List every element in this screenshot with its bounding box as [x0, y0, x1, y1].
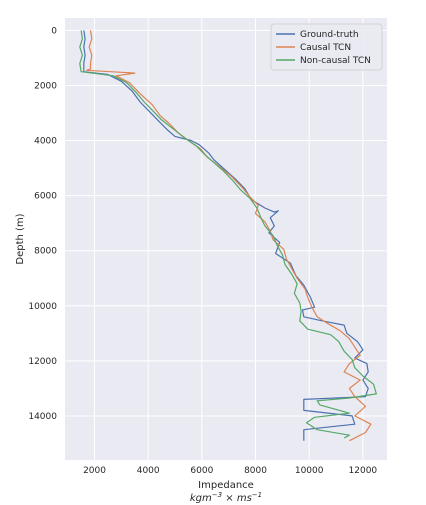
x-axis-units-base: kgm — [190, 493, 212, 504]
y-tick-label: 10000 — [28, 302, 57, 312]
legend-items: Ground-truth Causal TCN Non-causal TCN — [276, 30, 371, 66]
y-tick-label: 2000 — [34, 81, 57, 91]
y-tick-label: 4000 — [34, 137, 57, 147]
y-tick-label: 12000 — [28, 357, 57, 367]
legend-label-0: Ground-truth — [300, 30, 359, 40]
legend-label-1: Causal TCN — [300, 43, 351, 53]
x-axis-units-exp2: −1 — [252, 491, 262, 499]
x-axis-units: kgm−3 × ms−1 — [190, 491, 262, 504]
x-tick-label: 6000 — [190, 466, 213, 476]
x-tick-label: 10000 — [295, 466, 324, 476]
grid-lines — [65, 18, 387, 460]
x-axis-units-mid: × ms — [222, 493, 252, 504]
series-line-1 — [85, 30, 372, 442]
y-tick-label: 8000 — [34, 247, 57, 257]
y-tick-label: 14000 — [28, 412, 57, 422]
x-tick-label: 4000 — [137, 466, 160, 476]
legend: Ground-truth Causal TCN Non-causal TCN — [270, 23, 383, 71]
y-tick-label: 6000 — [34, 192, 57, 202]
x-axis-title: Impedance — [198, 480, 254, 491]
x-tick-label: 12000 — [349, 466, 378, 476]
x-axis-units-exp1: −3 — [212, 491, 222, 499]
series-line-2 — [79, 30, 377, 439]
y-axis-ticks: 0 2000 4000 6000 8000 10000 12000 14000 — [28, 26, 57, 422]
x-tick-label: 8000 — [244, 466, 267, 476]
series-line-0 — [83, 30, 369, 441]
legend-box — [270, 23, 383, 71]
legend-label-2: Non-causal TCN — [300, 56, 371, 66]
plot-background — [65, 18, 387, 460]
y-tick-label: 0 — [51, 26, 57, 36]
x-tick-label: 2000 — [83, 466, 106, 476]
series-layer — [79, 30, 377, 442]
y-axis-title: Depth (m) — [15, 213, 26, 264]
x-axis-ticks: 2000 4000 6000 8000 10000 12000 — [83, 466, 377, 476]
